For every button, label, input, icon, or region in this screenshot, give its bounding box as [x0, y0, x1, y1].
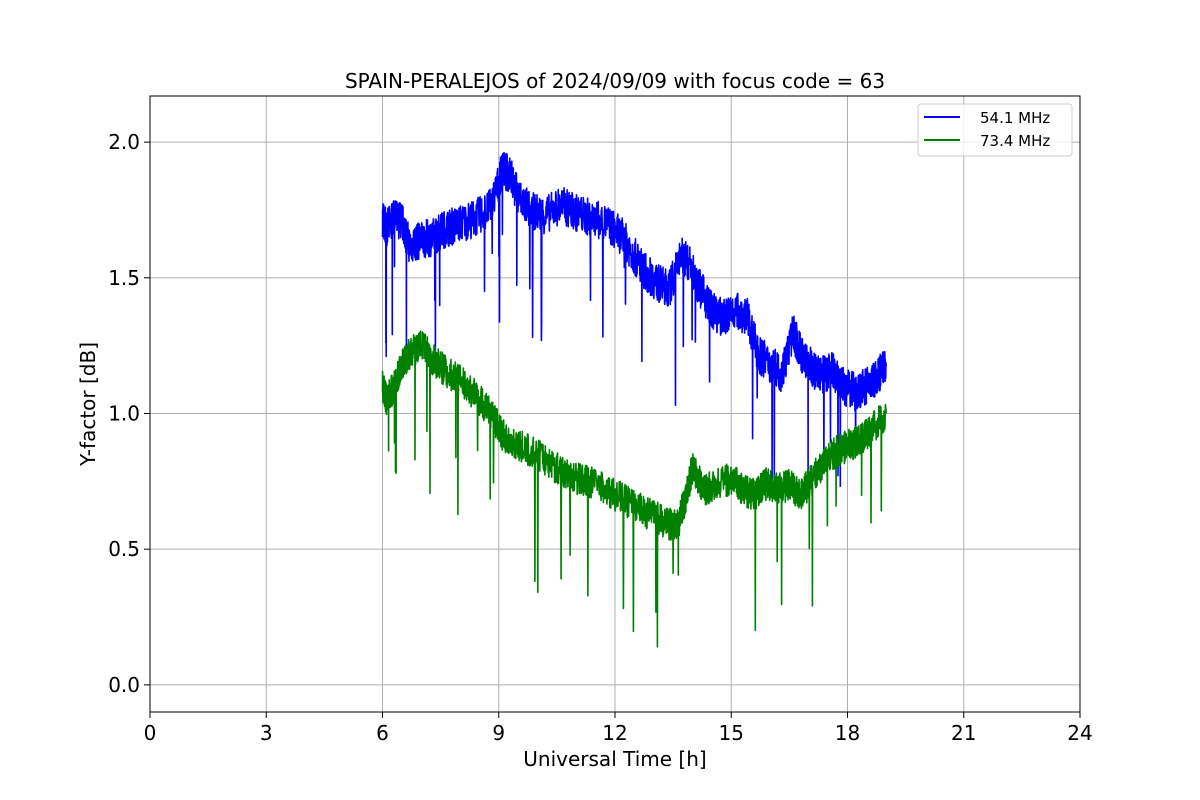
x-tick-label: 18 — [835, 721, 860, 745]
x-tick-label: 21 — [951, 721, 976, 745]
y-tick-label: 1.5 — [108, 266, 140, 290]
series-line-0 — [381, 151, 888, 487]
x-tick-label: 9 — [492, 721, 505, 745]
x-tick-label: 15 — [719, 721, 744, 745]
x-tick-label: 24 — [1067, 721, 1092, 745]
series-layer — [381, 151, 888, 648]
legend: 54.1 MHz 73.4 MHz — [917, 103, 1073, 157]
x-axis-label: Universal Time [h] — [523, 747, 706, 771]
legend-label-54mhz: 54.1 MHz — [980, 109, 1050, 127]
chart-title: SPAIN-PERALEJOS of 2024/09/09 with focus… — [345, 69, 885, 93]
series-line-1 — [381, 330, 888, 648]
y-tick-label: 1.0 — [108, 401, 140, 425]
x-tick-label: 0 — [144, 721, 157, 745]
x-tick-label: 3 — [260, 721, 273, 745]
y-axis-label: Y-factor [dB] — [76, 342, 100, 467]
x-tick-label: 12 — [602, 721, 627, 745]
y-tick-label: 0.0 — [108, 673, 140, 697]
legend-label-73mhz: 73.4 MHz — [980, 132, 1050, 150]
tick-layer: 0 3 6 9 12 15 18 21 24 0.0 0.5 1.0 1.5 2.0 — [108, 130, 1093, 745]
x-tick-label: 6 — [376, 721, 389, 745]
y-tick-label: 0.5 — [108, 537, 140, 561]
y-tick-label: 2.0 — [108, 130, 140, 154]
